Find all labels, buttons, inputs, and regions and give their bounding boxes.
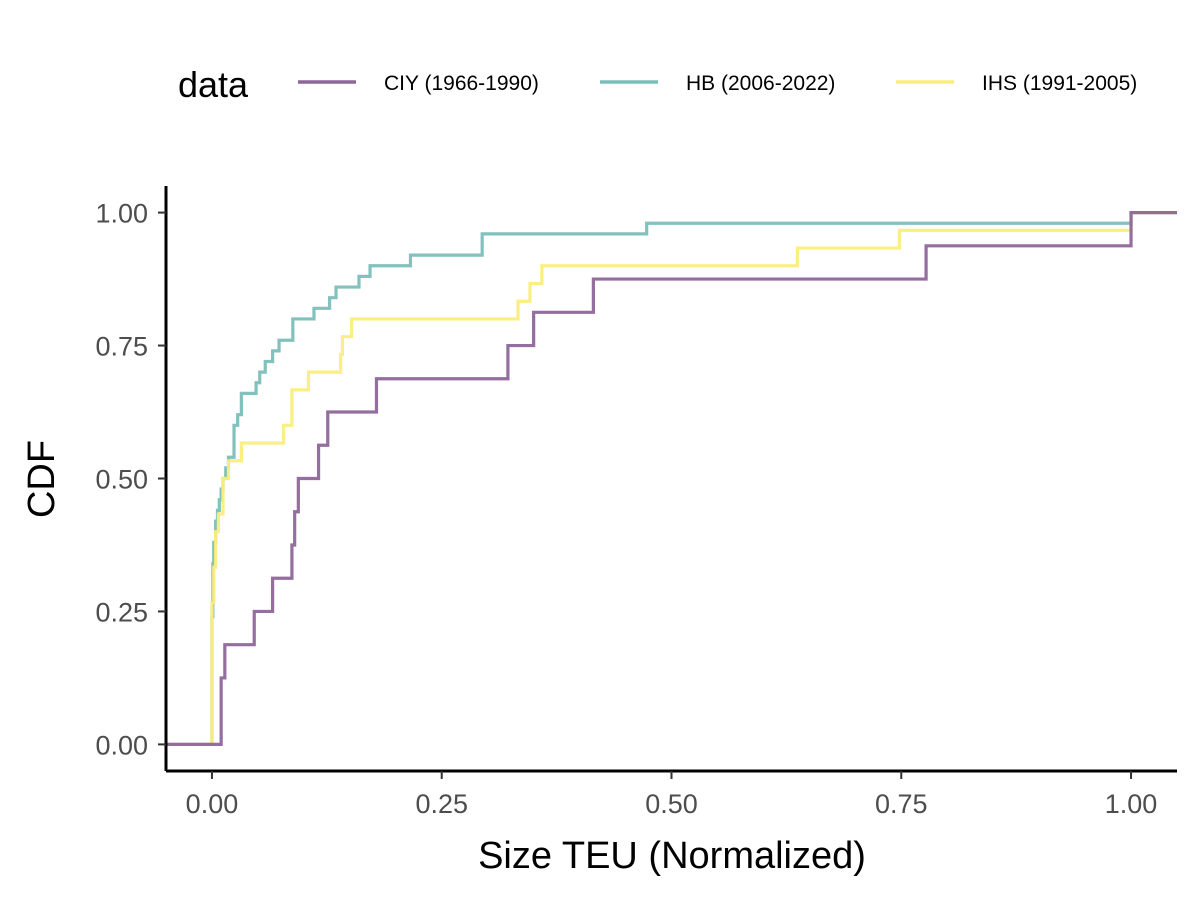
legend-title: data [178,64,249,105]
y-tick-label: 0.25 [95,597,148,627]
series-line-ihs [166,210,1177,747]
y-tick-label: 0.75 [95,332,148,362]
x-tick-label: 0.25 [415,789,468,819]
series-layer [166,210,1177,747]
legend-label: CIY (1966-1990) [384,72,539,95]
y-tick-label: 1.00 [95,199,148,229]
series-line-ciy [166,210,1177,747]
x-axis-title: Size TEU (Normalized) [478,835,866,877]
y-axis-title: CDF [21,440,63,518]
y-tick-label: 0.00 [95,730,148,760]
x-tick-label: 0.50 [645,789,698,819]
y-tick-label: 0.50 [95,465,148,495]
legend-label: HB (2006-2022) [686,72,835,95]
x-tick-label: 0.75 [875,789,928,819]
legend-label: IHS (1991-2005) [982,72,1137,95]
x-tick-label: 1.00 [1105,789,1158,819]
x-axis-ticks: 0.00 0.25 0.50 0.75 1.00 [186,771,1158,819]
x-tick-label: 0.00 [186,789,239,819]
legend-items: CIY (1966-1990) HB (2006-2022) IHS (1991-2… [298,72,1137,95]
legend: data CIY (1966-1990) HB (2006-2022) IHS (1… [178,64,1137,105]
y-axis-ticks: 0.00 0.25 0.50 0.75 1.00 [95,199,166,760]
